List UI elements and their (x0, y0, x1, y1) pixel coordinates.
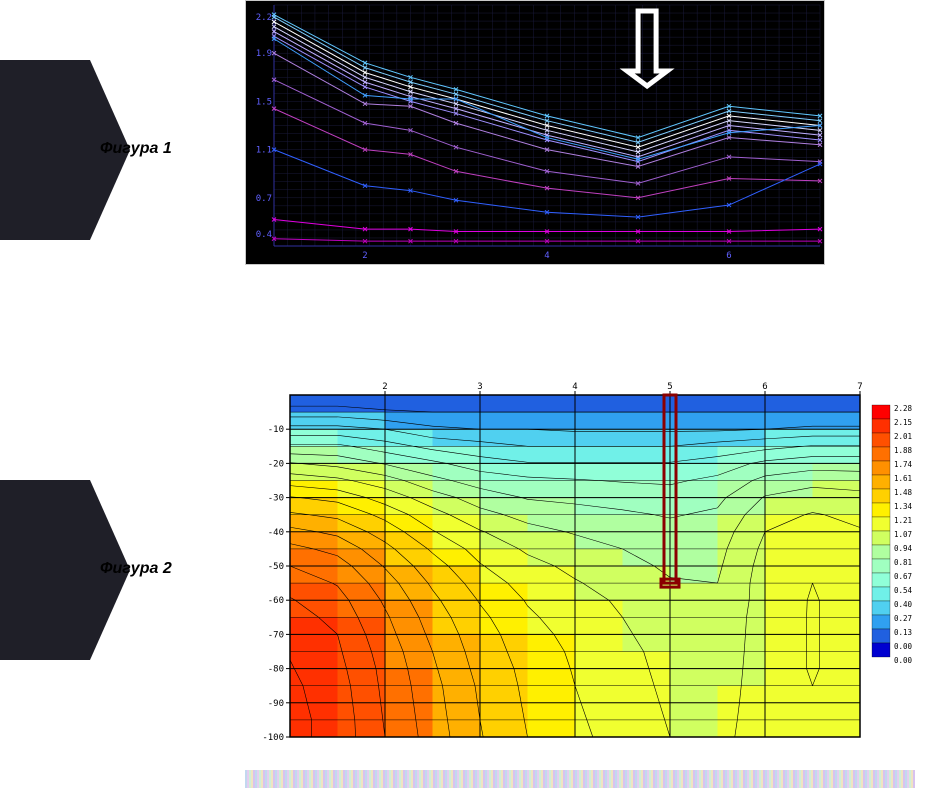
svg-text:2.28: 2.28 (894, 404, 913, 413)
svg-text:-60: -60 (268, 596, 284, 606)
svg-text:4: 4 (572, 382, 577, 392)
svg-text:0.54: 0.54 (894, 586, 913, 595)
svg-text:2: 2 (362, 251, 367, 261)
svg-text:0.81: 0.81 (894, 558, 912, 567)
svg-text:2.01: 2.01 (894, 432, 912, 441)
svg-text:2.15: 2.15 (894, 418, 912, 427)
svg-text:-20: -20 (268, 459, 284, 469)
svg-text:3: 3 (477, 382, 482, 392)
svg-text:-10: -10 (268, 425, 284, 435)
svg-text:0.40: 0.40 (894, 600, 913, 609)
pentagon-fig2 (0, 480, 90, 660)
svg-text:0.94: 0.94 (894, 544, 913, 553)
svg-text:2.2: 2.2 (256, 13, 272, 23)
svg-text:0.67: 0.67 (894, 572, 912, 581)
svg-text:1.5: 1.5 (256, 97, 272, 107)
svg-text:-70: -70 (268, 630, 284, 640)
svg-text:1.9: 1.9 (256, 49, 272, 59)
figure1-chart: 0.4 0.7 1.1 1.5 1.9 2.2 2 4 6 (245, 0, 825, 265)
svg-text:1.34: 1.34 (894, 502, 913, 511)
svg-text:2: 2 (382, 382, 387, 392)
svg-text:0.13: 0.13 (894, 628, 912, 637)
svg-text:0.4: 0.4 (256, 230, 272, 240)
svg-text:-50: -50 (268, 562, 284, 572)
figure1-label: Фигура 1 (100, 140, 172, 158)
figure2-label: Фигура 2 (100, 560, 172, 578)
svg-text:1.61: 1.61 (894, 474, 912, 483)
svg-text:-90: -90 (268, 699, 284, 709)
svg-text:-100: -100 (262, 733, 284, 743)
svg-text:7: 7 (857, 382, 862, 392)
svg-text:-30: -30 (268, 494, 284, 504)
svg-text:0.00: 0.00 (894, 642, 913, 651)
svg-text:0.7: 0.7 (256, 194, 272, 204)
svg-text:1.07: 1.07 (894, 530, 912, 539)
figure2-chart: 2 3 4 5 6 7 -10 -20 -30 -40 -50 -60 -70 -80 -90 -100 2.2… (245, 375, 915, 745)
svg-text:5: 5 (667, 382, 672, 392)
svg-text:-80: -80 (268, 665, 284, 675)
svg-text:1.74: 1.74 (894, 460, 913, 469)
svg-text:1.1: 1.1 (256, 146, 272, 156)
svg-text:1.88: 1.88 (894, 446, 913, 455)
svg-text:1.21: 1.21 (894, 516, 912, 525)
svg-text:4: 4 (544, 251, 549, 261)
pentagon-fig1 (0, 60, 90, 240)
noise-strip (245, 770, 915, 788)
svg-text:1.48: 1.48 (894, 488, 913, 497)
svg-text:6: 6 (762, 382, 767, 392)
svg-text:6: 6 (726, 251, 731, 261)
svg-text:-40: -40 (268, 528, 284, 538)
svg-text:0.27: 0.27 (894, 614, 912, 623)
svg-text:0.00: 0.00 (894, 656, 913, 665)
